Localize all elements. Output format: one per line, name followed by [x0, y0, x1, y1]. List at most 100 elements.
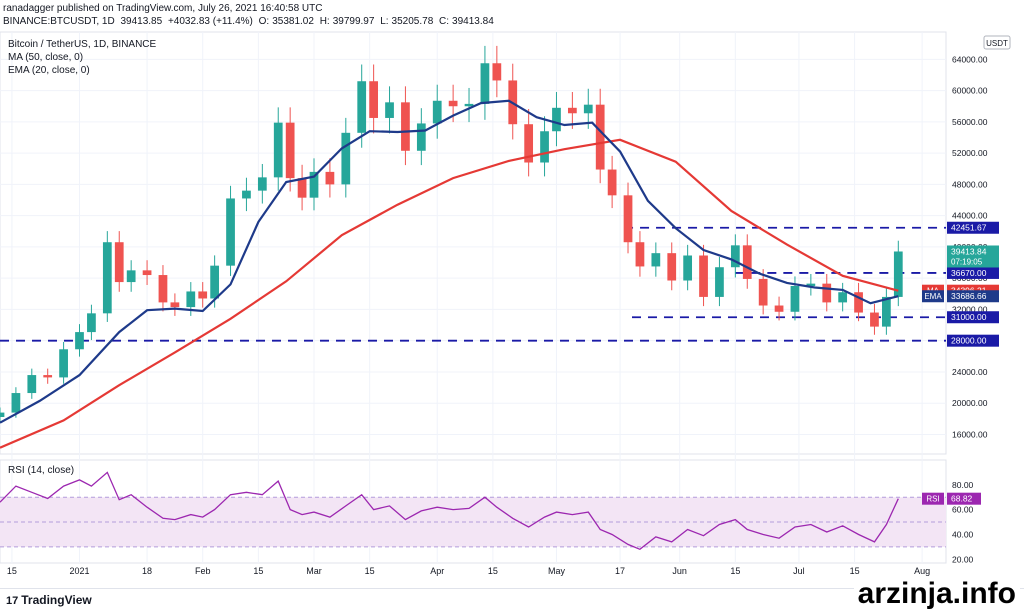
candle-body	[806, 283, 816, 286]
candle-body	[552, 107, 561, 132]
tradingview-logo-text: TradingView	[21, 593, 92, 607]
y-tick-label: 32000.00	[952, 304, 988, 314]
y-tick-label: 64000.00	[952, 54, 988, 64]
tradingview-mark-icon: 17	[6, 595, 19, 607]
x-tick-label: 2021	[69, 566, 89, 576]
candle-body	[273, 122, 283, 178]
horizontal-levels	[0, 226, 946, 342]
candle-body	[416, 123, 426, 151]
candle-body	[142, 270, 152, 276]
candle-body	[623, 195, 633, 243]
x-tick-label: 15	[850, 566, 860, 576]
price-series	[0, 45, 903, 449]
candle-body	[309, 171, 319, 198]
x-tick-label: Apr	[430, 566, 444, 576]
candle-body	[285, 122, 295, 179]
candle-body	[822, 283, 832, 303]
publish-info: ranadagger published on TradingView.com,…	[3, 3, 323, 14]
x-tick-label: Jul	[793, 566, 805, 576]
legend-ema: EMA (20, close, 0)	[8, 65, 90, 76]
price-tag-prefix-label: EMA	[924, 292, 942, 301]
high-value: 39799.97	[332, 16, 375, 27]
ohlc-row: BINANCE:BTCUSDT, 1D 39413.85 +4032.83 (+…	[3, 15, 497, 28]
candle-body	[683, 255, 693, 281]
candle-body	[432, 100, 442, 124]
candle-body	[758, 278, 768, 306]
price-tag-prefix	[922, 290, 944, 303]
candle-body	[667, 253, 677, 281]
candle-body	[401, 102, 410, 151]
candle-body	[357, 81, 367, 133]
candle-body	[540, 131, 549, 163]
y-tick-label: 20000.00	[952, 398, 988, 408]
currency-badge-label: USDT	[986, 39, 1008, 48]
candle-body	[126, 270, 136, 283]
candle-body	[170, 302, 180, 308]
y-tick-label: 24000.00	[952, 367, 988, 377]
currency-badge[interactable]	[983, 35, 1011, 50]
candle-body	[464, 103, 474, 107]
low-value: 35205.78	[391, 16, 434, 27]
candle-body	[27, 375, 37, 394]
footer-bar: 17 TradingView	[0, 588, 1024, 611]
last-price: 39413.85	[120, 16, 163, 27]
open-label: O:	[258, 16, 270, 27]
open-value: 35381.02	[272, 16, 314, 27]
legend-title: Bitcoin / TetherUS, 1D, BINANCE	[8, 39, 157, 50]
grid-lines	[0, 31, 947, 564]
candle-body	[567, 107, 577, 114]
x-tick-label: 17	[615, 566, 625, 576]
candle-body	[59, 349, 68, 378]
symbol-label: BINANCE:BTCUSDT, 1D	[3, 16, 115, 27]
candle-body	[893, 251, 903, 297]
rsi-tag-prefix	[922, 492, 944, 505]
candle-body	[226, 198, 235, 266]
publish-header: ranadagger published on TradingView.com,…	[3, 2, 497, 28]
candle-body	[651, 253, 661, 267]
price-tag-countdown: 07:19:05	[951, 257, 983, 266]
level-tag	[947, 334, 999, 347]
candle-body	[854, 292, 863, 313]
x-tick-label: Aug	[914, 566, 930, 576]
candle-body	[369, 81, 379, 118]
y-tick-label: 56000.00	[952, 117, 988, 127]
candle-body	[198, 291, 208, 299]
candle-body	[882, 296, 891, 327]
y-tick-label: 44000.00	[952, 211, 988, 221]
x-tick-label: 15	[253, 566, 263, 576]
candle-body	[186, 291, 196, 308]
ema-line	[0, 99, 899, 424]
main-pane-frame	[0, 31, 947, 455]
x-tick-label: Jun	[672, 566, 687, 576]
x-tick-label: 18	[142, 566, 152, 576]
level-tag-label: 42451.67	[951, 223, 987, 233]
candle-body	[11, 393, 21, 413]
candle-body	[210, 265, 220, 299]
x-tick-label: Mar	[306, 566, 322, 576]
candle-body	[385, 102, 394, 118]
rsi-legend: RSI (14, close)	[8, 465, 74, 476]
rsi-line	[0, 471, 899, 551]
price-chart-svg[interactable]: 16000.00 20000.00 24000.00 28000.00 32000.00…	[0, 28, 1024, 588]
x-tick-label: Feb	[195, 566, 211, 576]
candle-body	[715, 267, 724, 297]
candle-body	[730, 245, 740, 268]
chart-area[interactable]: 16000.00 20000.00 24000.00 28000.00 32000.00…	[0, 28, 1024, 588]
price-tag-label: 33686.66	[951, 291, 987, 301]
candle-body	[774, 305, 784, 312]
level-tag	[947, 311, 999, 324]
candle-body	[607, 169, 617, 196]
x-tick-label: May	[548, 566, 566, 576]
tradingview-logo[interactable]: 17 TradingView	[6, 593, 92, 607]
candle-body	[87, 313, 96, 333]
candle-body	[448, 100, 458, 107]
level-tag-label: 28000.00	[951, 336, 987, 346]
y-tick-label: 16000.00	[952, 429, 988, 439]
price-tag-label: 39413.84	[951, 246, 987, 256]
close-value: 39413.84	[452, 16, 494, 27]
rsi-tag	[947, 492, 981, 505]
y-tick-label: 48000.00	[952, 179, 988, 189]
candle-body	[838, 292, 848, 303]
candle-body	[102, 242, 112, 314]
price-tags: 42451.67 36670.00 31000.00 28000.00 39413.84…	[922, 221, 999, 505]
